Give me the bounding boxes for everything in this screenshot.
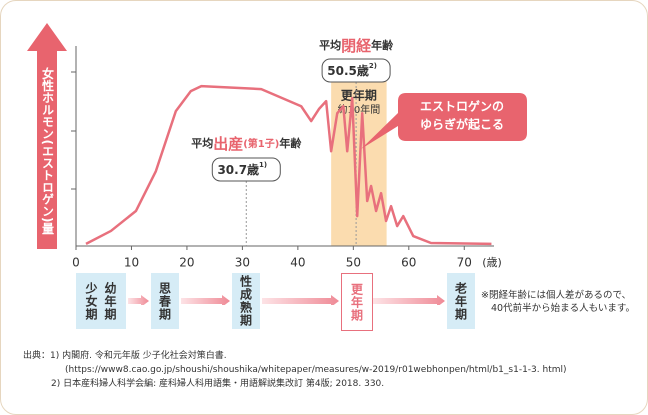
stage-label: 性成熟期	[238, 275, 253, 327]
x-tick-label: 60	[401, 256, 416, 270]
sources-prefix: 出典：	[23, 351, 51, 361]
annotation-suffix: 年齢	[371, 38, 394, 52]
annotation-value-label: 50.5歳	[327, 63, 369, 78]
stage-arrow	[181, 295, 230, 305]
annotation-note: 2)	[369, 62, 377, 70]
annotation-value: 50.5歳2)	[327, 62, 377, 78]
y-axis-arrow	[27, 23, 67, 249]
annotation-suffix: 年齢	[279, 136, 302, 150]
stage-arrow	[373, 295, 445, 305]
x-tick-label: 0	[72, 256, 80, 270]
stage-label: 少女期	[84, 281, 98, 321]
band-title: 更年期	[341, 88, 377, 103]
sources: 出典：1) 内閣府. 令和元年版 少子化社会対策白書. (https://www…	[23, 349, 567, 391]
stage-arrow	[262, 295, 339, 305]
annotation-emphasis: 出産	[213, 135, 243, 153]
stage: 幼年期 少女期	[76, 273, 126, 329]
annotation-value: 30.7歳1)	[217, 161, 267, 177]
stage-label: 更年期	[349, 282, 364, 322]
annotation-value-label: 30.7歳	[217, 162, 259, 177]
source-line: 2) 日本産科婦人科学会編: 産科婦人科用語集・用語解説集改訂 第4版; 201…	[51, 379, 385, 389]
x-tick-label: 20	[179, 256, 194, 270]
annotation-box	[211, 157, 281, 182]
y-axis-label: 女性ホルモン(エストロゲン)量	[41, 66, 55, 234]
annotation-box	[321, 58, 391, 83]
x-tick-label: 10	[124, 256, 139, 270]
annotation-prefix: 平均	[191, 136, 213, 150]
band-subtitle: 約10年間	[338, 103, 381, 116]
x-tick-label: 40	[290, 256, 305, 270]
annotation-emphasis: 閉経	[341, 37, 372, 55]
x-tick-label: 50	[346, 256, 361, 270]
callout-text: エストロゲンの	[420, 99, 504, 114]
stage-arrow	[128, 295, 149, 305]
stage: 更年期	[341, 273, 373, 331]
note-line: ※閉経年齢には個人差があるので、	[481, 290, 632, 301]
callout-bubble	[361, 93, 527, 149]
annotation-title: 平均出産(第1子)年齢	[191, 135, 302, 153]
stage-label: 老年期	[453, 281, 468, 321]
stage-label: 思春期	[157, 281, 172, 321]
stage: 思春期	[151, 273, 179, 329]
callout-text: ゆらぎが起こる	[420, 117, 504, 132]
x-tick-label: 70	[457, 256, 472, 270]
annotation-note: 1)	[259, 161, 267, 169]
estrogen-line	[85, 84, 492, 246]
source-line: (https://www8.cao.go.jp/shoushi/shoushik…	[65, 365, 567, 375]
x-tick-label: 30	[235, 256, 250, 270]
stage: 老年期	[447, 273, 475, 329]
source-line: 1) 内閣府. 令和元年版 少子化社会対策白書.	[50, 351, 227, 361]
stage: 性成熟期	[232, 273, 260, 329]
annotation-prefix: 平均	[319, 38, 341, 52]
note: ※閉経年齢には個人差があるので、 40代前半から始まる人もいます。	[481, 289, 635, 315]
stage-label: 幼年期	[103, 281, 117, 321]
note-line: 40代前半から始まる人もいます。	[491, 303, 635, 314]
x-unit: (歳)	[482, 256, 502, 269]
annotation-paren: (第1子)	[243, 137, 279, 150]
annotation-title: 平均閉経年齢	[319, 37, 394, 55]
